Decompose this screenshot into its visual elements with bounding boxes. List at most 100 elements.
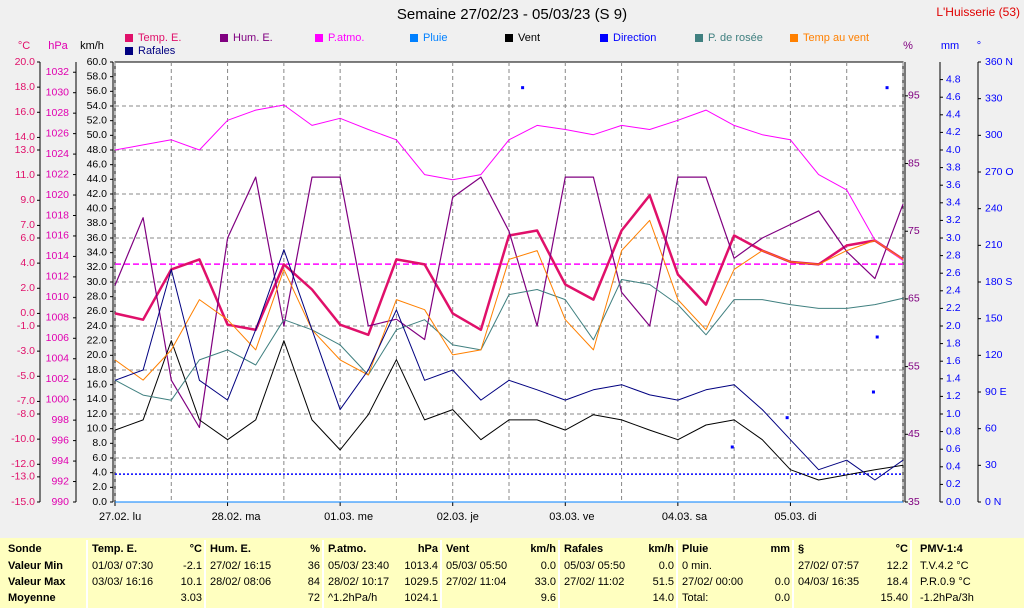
y-tick-label: 1008 (46, 312, 70, 324)
y-tick-label: 16.0 (15, 106, 36, 118)
y-tick-label: 1022 (46, 168, 70, 180)
pmv-value: -1.2hPa/3h (920, 592, 974, 604)
x-tick-label: 27.02. lu (99, 511, 141, 523)
cell-label: 05/03/ 05:50 (446, 560, 507, 572)
cell-value: 0.0 (541, 560, 556, 572)
series-line (114, 176, 904, 429)
y-tick-label: 1000 (46, 393, 70, 405)
y-tick-label: 7.0 (20, 219, 35, 231)
summary-background (0, 538, 1024, 608)
cell-label: Total: (682, 592, 708, 604)
cell-label: 27/02/ 07:57 (798, 560, 859, 572)
legend-label: Direction (613, 32, 656, 44)
column-title: Hum. E. (210, 543, 251, 555)
legend-label: Temp au vent (803, 32, 869, 44)
y-tick-label: 1026 (46, 127, 70, 139)
y-tick-label: 360 N (985, 56, 1013, 68)
y-tick-label: 65 (908, 293, 920, 305)
y-tick-label: -12.0 (11, 458, 35, 470)
direction-point (785, 416, 789, 420)
y-tick-label: 0 N (985, 496, 1001, 508)
pmv-title: PMV-1:4 (920, 543, 964, 555)
y-tick-label: 18.0 (87, 364, 108, 376)
summary-table: Sonde Valeur Min Valeur Max Moyenne Temp. E.… (8, 540, 974, 608)
y-tick-label: 9.0 (20, 194, 35, 206)
x-tick-label: 05.03. di (774, 511, 816, 523)
row-label: Moyenne (8, 592, 56, 604)
cell-label: 05/03/ 23:40 (328, 560, 389, 572)
legend-swatch (410, 34, 418, 42)
y-tick-label: 90 E (985, 386, 1007, 398)
y-tick-label: 210 (985, 239, 1003, 251)
legend-swatch (790, 34, 798, 42)
y-tick-label: 180 S (985, 276, 1012, 288)
y-tick-label: 56.0 (87, 85, 108, 97)
direction-point (521, 86, 525, 90)
y-tick-label: 20.0 (87, 349, 108, 361)
y-tick-label: 992 (51, 475, 69, 487)
y-tick-label: -10.0 (11, 433, 35, 445)
y-tick-label: -5.0 (17, 370, 35, 382)
y-axis-unit: hPa (48, 40, 68, 52)
series-line (114, 249, 904, 481)
legend-label: P.atmo. (328, 32, 365, 44)
legend-swatch (125, 47, 133, 55)
column-unit: km/h (530, 543, 556, 555)
cell-value: 0.0 (775, 592, 790, 604)
y-tick-label: -7.0 (17, 395, 35, 407)
column-title: Temp. E. (92, 543, 137, 555)
y-tick-label: 270 O (985, 166, 1014, 178)
y-tick-label: 20.0 (15, 56, 36, 68)
legend-label: Rafales (138, 45, 176, 57)
y-tick-label: 1.8 (946, 337, 961, 349)
cell-value: 18.4 (887, 576, 908, 588)
column-title: Pluie (682, 543, 708, 555)
y-tick-label: 2.0 (20, 282, 35, 294)
y-tick-label: 3.0 (946, 232, 961, 244)
cell-value: -2.1 (183, 560, 202, 572)
cell-value: 33.0 (535, 576, 556, 588)
y-tick-label: 1002 (46, 373, 70, 385)
y-tick-label: 1032 (46, 66, 70, 78)
y-tick-label: 2.0 (946, 320, 961, 332)
y-tick-label: 0.0 (92, 496, 107, 508)
column-unit: km/h (648, 543, 674, 555)
y-axis-unit: °C (18, 40, 30, 52)
y-tick-label: 120 (985, 349, 1003, 361)
series-line (114, 219, 904, 381)
cell-value: 84 (308, 576, 320, 588)
row-label: Valeur Min (8, 560, 63, 572)
series-line (114, 104, 904, 261)
column-title: Vent (446, 543, 470, 555)
y-tick-label: -3.0 (17, 345, 35, 357)
legend-label: P. de rosée (708, 32, 763, 44)
cell-label: 28/02/ 10:17 (328, 576, 389, 588)
y-tick-label: 1004 (46, 353, 70, 365)
cell-label: 05/03/ 05:50 (564, 560, 625, 572)
y-tick-label: 12.0 (87, 408, 108, 420)
cell-label: 28/02/ 08:06 (210, 576, 271, 588)
y-tick-label: 28.0 (87, 290, 108, 302)
y-tick-label: 2.0 (92, 481, 107, 493)
x-tick-label: 02.03. je (437, 511, 479, 523)
y-tick-label: 1010 (46, 291, 70, 303)
chart-title: Semaine 27/02/23 - 05/03/23 (S 9) (397, 6, 627, 23)
cell-value: 10.1 (181, 576, 202, 588)
y-tick-label: 18.0 (15, 81, 36, 93)
y-tick-label: 1006 (46, 332, 70, 344)
y-tick-label: 58.0 (87, 70, 108, 82)
cell-value: 1029.5 (404, 576, 438, 588)
y-tick-label: 95 (908, 90, 920, 102)
y-tick-label: 10.0 (87, 422, 108, 434)
y-tick-label: 1014 (46, 250, 70, 262)
legend-swatch (695, 34, 703, 42)
y-tick-label: 13.0 (15, 144, 36, 156)
y-tick-label: 1012 (46, 271, 70, 283)
y-tick-label: 3.2 (946, 214, 961, 226)
y-tick-label: 4.0 (946, 144, 961, 156)
y-tick-label: 330 (985, 92, 1003, 104)
y-axis-unit: mm (941, 40, 959, 52)
y-tick-label: -8.0 (17, 408, 35, 420)
x-tick-label: 01.03. me (324, 511, 373, 523)
